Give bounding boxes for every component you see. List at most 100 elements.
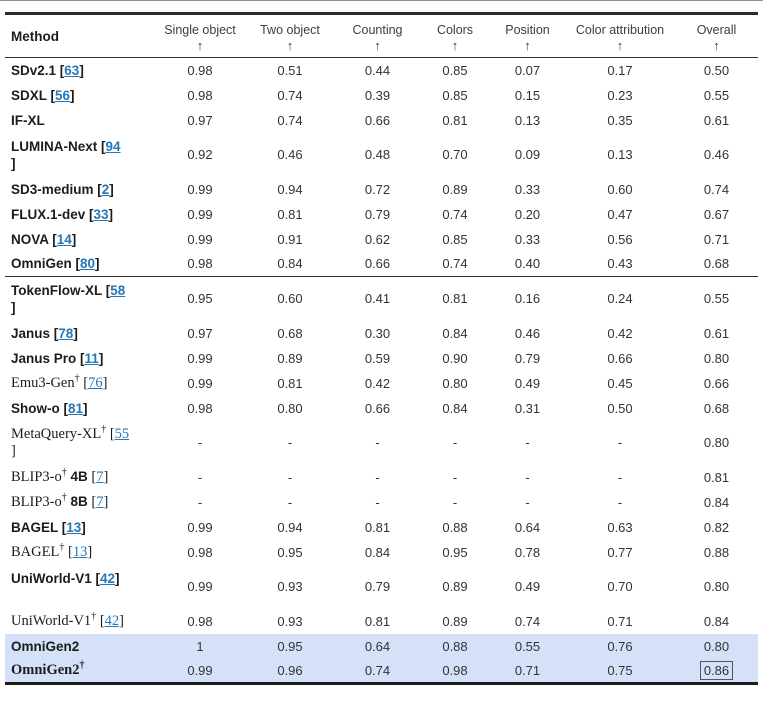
method-name: IF-XL: [11, 112, 45, 128]
table-header: Method Single object ↑ Two object ↑ Coun…: [5, 13, 758, 58]
value-cell: 0.70: [442, 147, 468, 162]
column-header-method: Method: [5, 13, 155, 58]
method-name: SD3-medium: [11, 181, 94, 197]
value-cell: -: [287, 435, 293, 450]
value-cell: 0.74: [277, 112, 303, 128]
value-cell: 0.85: [442, 231, 468, 247]
value-cell: 0.41: [364, 291, 391, 307]
citation-link[interactable]: 63: [64, 62, 80, 78]
method-name: BLIP3-o: [11, 469, 62, 485]
method-name: Janus: [11, 325, 51, 341]
citation-link[interactable]: 94: [105, 138, 121, 154]
value-cell: 0.74: [335, 658, 420, 685]
method-name: BAGEL: [11, 543, 60, 560]
column-label: Single object: [164, 22, 236, 37]
value-cell: 0.40: [490, 251, 565, 277]
citation-link[interactable]: 58: [110, 282, 126, 298]
citation-link[interactable]: 78: [58, 325, 74, 341]
value-cell: 0.84: [245, 251, 335, 277]
up-arrow-icon: ↑: [286, 37, 294, 53]
citation-link[interactable]: 14: [56, 231, 72, 247]
value-cell: -: [375, 435, 380, 450]
value-cell: 0.98: [187, 62, 213, 78]
value-cell: 0.76: [565, 633, 675, 659]
value-cell: 0.61: [703, 325, 730, 341]
value-cell: -: [375, 494, 380, 510]
method-name: Emu3-Gen: [11, 374, 75, 391]
value-cell: 0.60: [277, 291, 303, 307]
method-name: SDXL: [11, 87, 47, 103]
value-cell: -: [452, 469, 458, 485]
value-cell: 0.13: [514, 112, 541, 128]
method-cell: TokenFlow-XL [58]: [11, 282, 126, 315]
table-row: OmniGen [80] 0.98 0.84 0.66 0.74 0.40 0.43 0.68: [5, 251, 758, 277]
value-cell: -: [617, 469, 623, 485]
method-name: MetaQuery-XL: [11, 425, 102, 442]
method-cell: BLIP3-o† 8B [7]: [11, 492, 109, 510]
table-row: Janus Pro [11] 0.99 0.89 0.59 0.90 0.79 0.66 0.…: [5, 346, 758, 371]
value-cell: -: [375, 469, 380, 485]
table-row: Emu3-Gen† [76] 0.99 0.81 0.42 0.80 0.49 0.45 0.…: [5, 371, 758, 396]
column-label: Position: [505, 22, 550, 37]
citation-link[interactable]: 42: [104, 612, 120, 629]
column-label: Overall: [696, 22, 737, 37]
citation-link[interactable]: 55: [114, 425, 130, 442]
value-cell: 0.74: [420, 251, 490, 277]
method-suffix: 8B: [66, 494, 88, 509]
value-cell: 0.78: [514, 544, 541, 560]
value-cell: 0.84: [703, 613, 730, 629]
citation-link[interactable]: 81: [68, 400, 84, 416]
citation-link[interactable]: 76: [88, 374, 103, 391]
table-row: OmniGen2† 0.99 0.96 0.74 0.98 0.71 0.75 0.86: [5, 658, 758, 685]
method-suffix: 4B: [66, 469, 88, 484]
value-cell: 0.74: [703, 181, 730, 197]
dagger-mark: †: [79, 659, 85, 671]
method-name: OmniGen: [11, 256, 72, 272]
value-cell: 0.13: [607, 147, 633, 162]
value-cell: 0.79: [364, 206, 391, 222]
citation-link[interactable]: 13: [66, 519, 82, 535]
up-arrow-icon: ↑: [713, 37, 720, 53]
value-cell: 0.33: [514, 231, 541, 247]
value-cell: 0.98: [187, 400, 213, 416]
value-cell: 0.95: [245, 633, 335, 659]
value-cell: 0.81: [364, 519, 391, 535]
column-header-counting: Counting ↑: [335, 13, 420, 58]
value-cell: 0.74: [514, 613, 541, 629]
citation-link[interactable]: 7: [96, 469, 104, 485]
value-cell: 0.64: [514, 519, 541, 535]
value-cell: -: [287, 469, 293, 485]
citation-link[interactable]: 2: [101, 181, 110, 197]
value-cell: 0.42: [607, 325, 633, 341]
value-cell: 0.23: [607, 87, 633, 103]
dagger-mark: †: [59, 541, 65, 553]
value-cell: 0.71: [490, 658, 565, 685]
value-cell: 0.44: [364, 62, 391, 78]
citation-link[interactable]: 56: [55, 87, 71, 103]
value-cell: 0.56: [607, 231, 633, 247]
table-row: BAGEL† [13] 0.98 0.95 0.84 0.95 0.78 0.77 0.88: [5, 540, 758, 565]
value-cell: 0.88: [420, 633, 490, 659]
value-cell: 0.80: [703, 435, 730, 450]
citation-link[interactable]: 42: [100, 570, 116, 586]
method-cell: Emu3-Gen† [76]: [11, 372, 108, 391]
method-cell: NOVA [14]: [11, 231, 77, 247]
citation-link[interactable]: 11: [84, 350, 99, 366]
value-cell: 0.61: [703, 112, 730, 128]
method-cell: IF-XL: [5, 108, 155, 133]
value-cell: 0.09: [514, 147, 541, 162]
value-cell: 0.89: [442, 181, 468, 197]
method-name: UniWorld-V1: [11, 612, 92, 629]
dagger-mark: †: [101, 423, 107, 435]
method-name: OmniGen2: [11, 638, 80, 654]
method-name: FLUX.1-dev: [11, 206, 86, 222]
citation-link[interactable]: 7: [96, 494, 104, 510]
method-cell: LUMINA-Next [94]: [11, 138, 121, 171]
table-row: BLIP3-o† 4B [7] - - - - - - 0.81: [5, 465, 758, 490]
table-row: UniWorld-V1 [42]​ 0.99 0.93 0.79 0.89 0.49 0.7…: [5, 565, 758, 609]
citation-link[interactable]: 80: [80, 256, 96, 272]
citation-link[interactable]: 33: [93, 206, 109, 222]
citation-link[interactable]: 13: [72, 543, 88, 560]
table-row: IF-XL 0.97 0.74 0.66 0.81 0.13 0.35 0.61: [5, 108, 758, 133]
value-cell: 0.80: [442, 375, 468, 391]
